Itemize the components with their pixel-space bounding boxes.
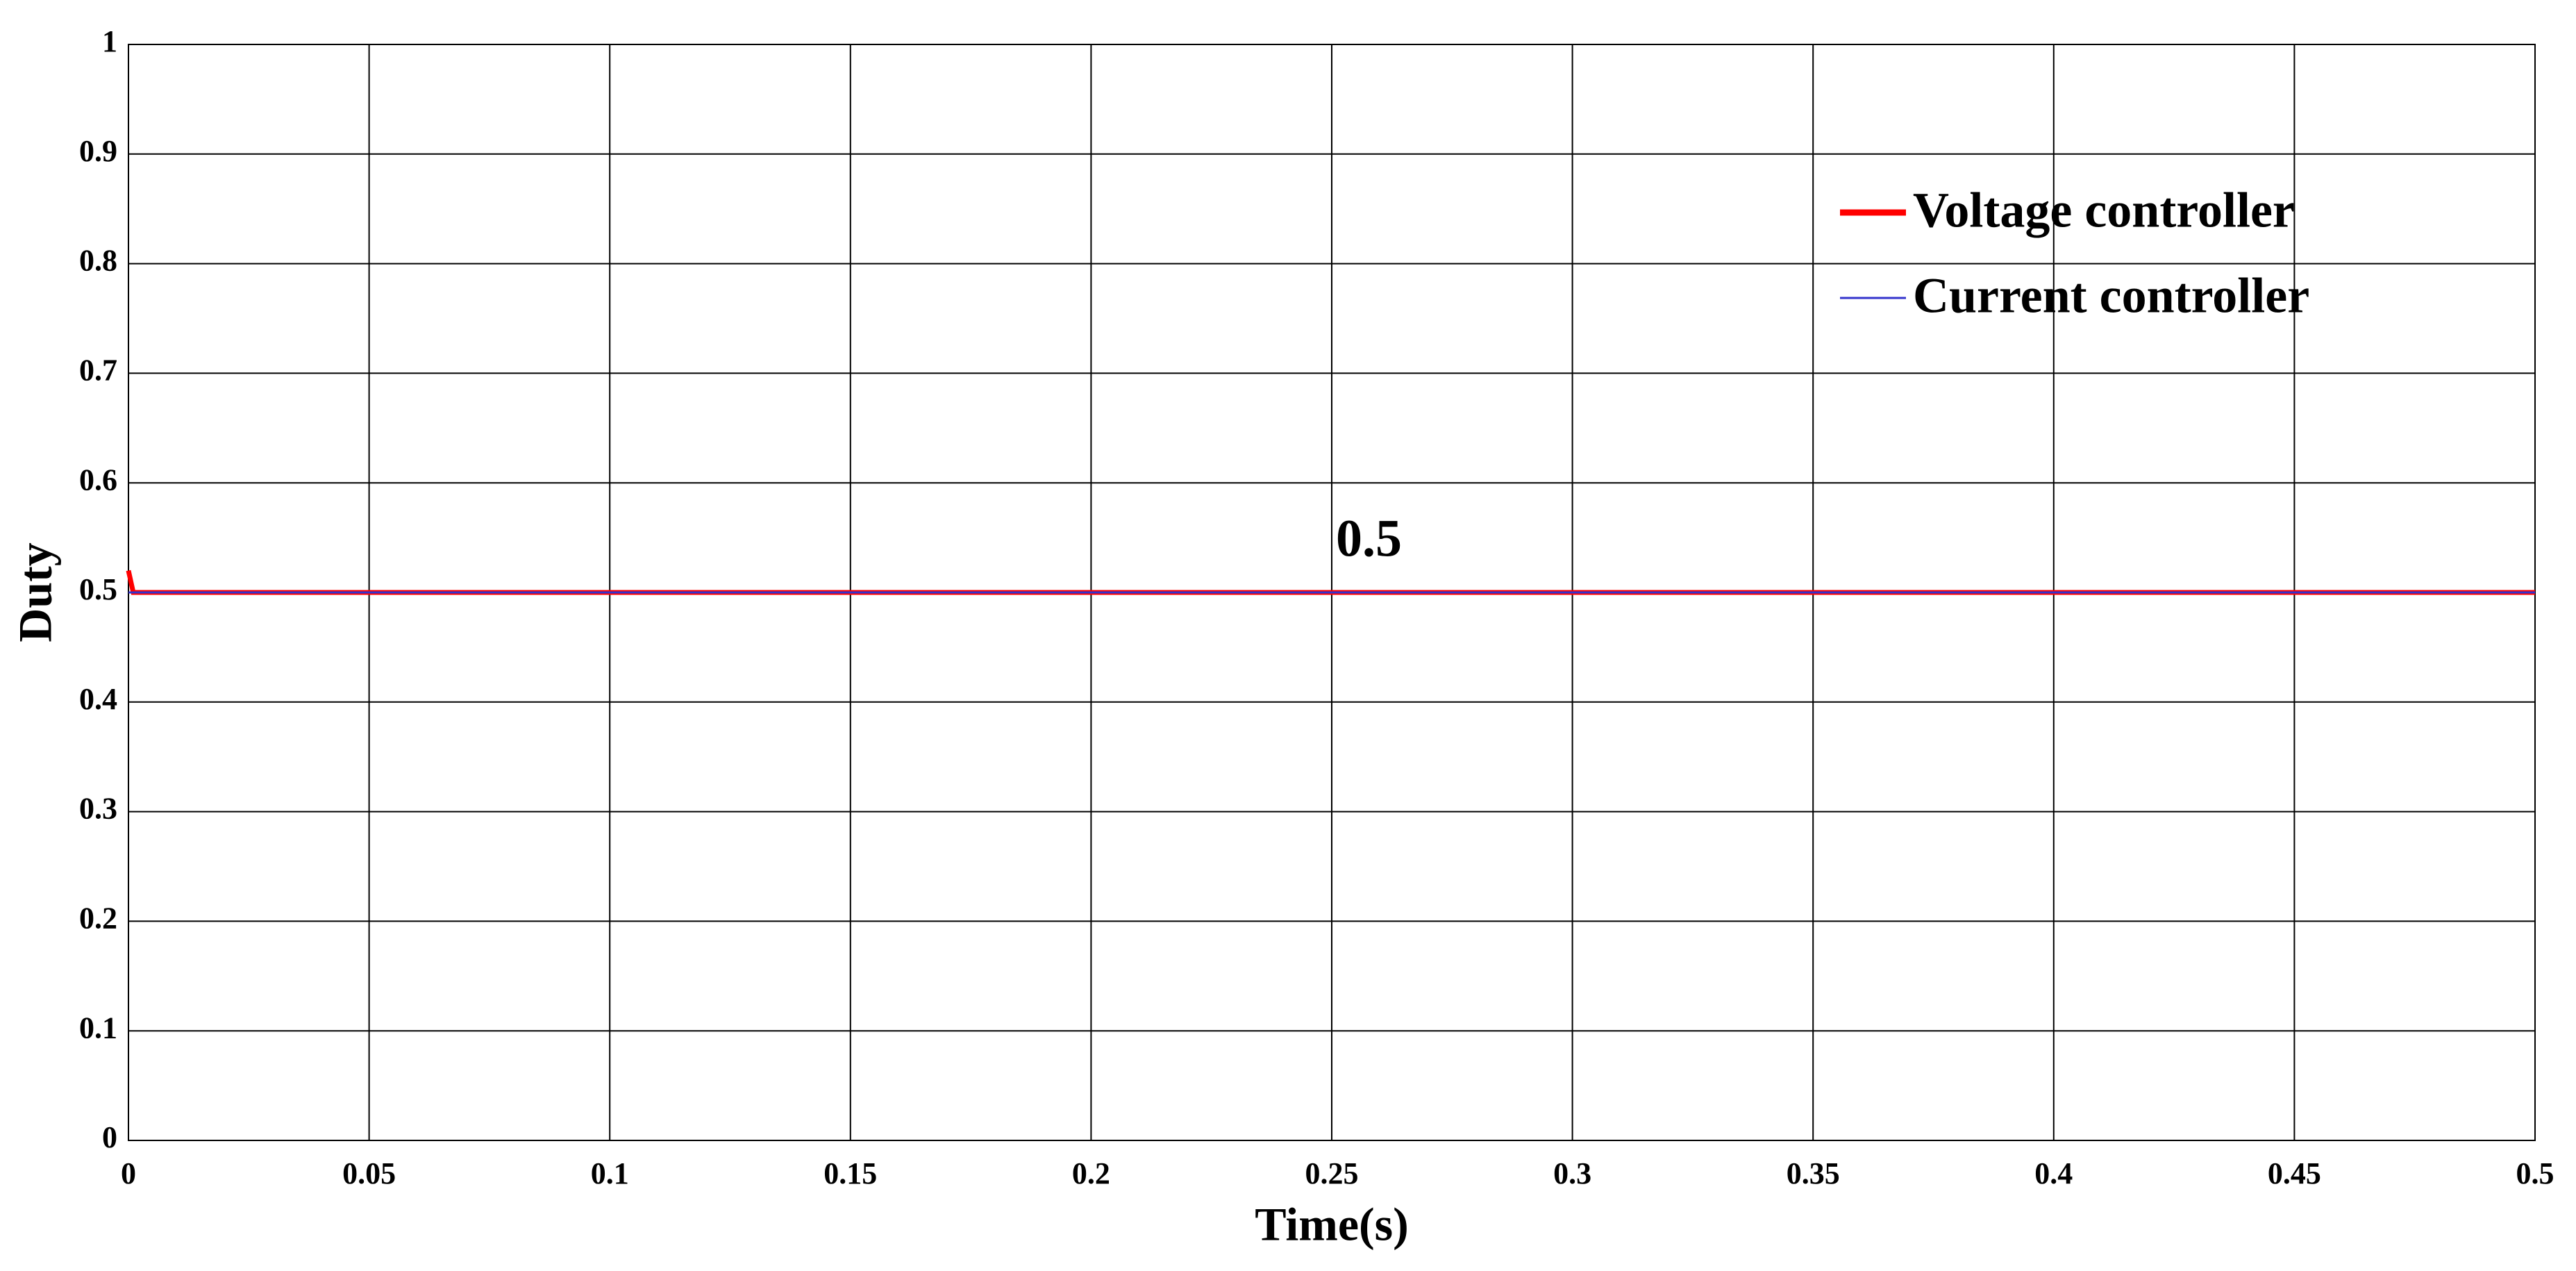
x-tick-label: 0.2 (1072, 1156, 1110, 1190)
x-tick-label: 0.25 (1305, 1156, 1359, 1190)
y-tick-label: 0.6 (79, 463, 117, 497)
x-tick-label: 0.3 (1553, 1156, 1591, 1190)
y-tick-label: 0.2 (79, 901, 117, 935)
x-tick-label: 0.45 (2268, 1156, 2321, 1190)
x-tick-label: 0.1 (591, 1156, 629, 1190)
y-tick-label: 0.5 (79, 572, 117, 606)
y-tick-label: 0.1 (79, 1011, 117, 1045)
x-tick-label: 0.5 (2516, 1156, 2554, 1190)
x-tick-label: 0.15 (823, 1156, 877, 1190)
y-tick-label: 0.8 (79, 244, 117, 278)
y-tick-label: 0.9 (79, 134, 117, 168)
y-tick-label: 0.7 (79, 353, 117, 387)
x-tick-label: 0.4 (2034, 1156, 2073, 1190)
legend-label: Current controller (1913, 268, 2309, 324)
x-axis-label: Time(s) (1255, 1198, 1409, 1251)
y-tick-label: 0.4 (79, 682, 117, 716)
y-tick-label: 0 (102, 1120, 117, 1154)
x-tick-label: 0 (121, 1156, 136, 1190)
x-tick-label: 0.05 (342, 1156, 396, 1190)
y-tick-label: 1 (102, 24, 117, 58)
legend-label: Voltage controller (1913, 183, 2295, 238)
y-axis-label: Duty (9, 542, 62, 642)
x-tick-label: 0.35 (1787, 1156, 1840, 1190)
annotation: 0.5 (1336, 509, 1402, 567)
y-tick-label: 0.3 (79, 792, 117, 826)
